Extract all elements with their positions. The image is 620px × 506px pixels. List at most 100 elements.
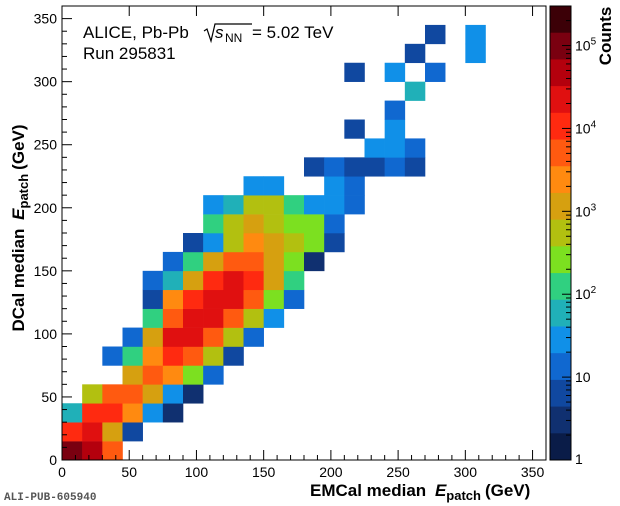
heatmap-bin <box>203 308 224 328</box>
x-tick-label: 300 <box>454 464 478 480</box>
y-axis-title: DCal median Epatch(GeV) <box>9 124 31 331</box>
heatmap-bin <box>62 403 83 423</box>
heatmap-bin <box>122 403 143 423</box>
y-tick-label: 300 <box>34 74 58 90</box>
x-tick-label: 200 <box>319 464 343 480</box>
heatmap-bin <box>243 270 264 291</box>
heatmap-bin <box>62 441 83 461</box>
heatmap-bin <box>283 214 305 234</box>
heatmap-bin <box>223 214 244 234</box>
heatmap-bin <box>82 403 103 423</box>
heatmap-bin <box>162 251 184 272</box>
heatmap-bin <box>384 157 406 177</box>
color-scale-band <box>550 433 571 461</box>
heatmap-bin <box>263 233 285 253</box>
heatmap-bin <box>404 81 426 101</box>
heatmap-bin <box>223 327 244 347</box>
color-scale-band <box>550 59 571 87</box>
heatmap-bin <box>243 327 264 347</box>
y-tick-label: 100 <box>34 326 58 342</box>
color-scale-band <box>550 32 571 60</box>
heatmap-bin <box>304 251 325 272</box>
heatmap-bin <box>162 403 184 423</box>
heatmap-bin <box>82 384 103 404</box>
heatmap-bin <box>324 195 345 215</box>
heatmap-bin <box>102 422 123 442</box>
sqrt-icon <box>203 23 252 44</box>
heatmap-bin <box>243 308 264 328</box>
annotation-energy: s NN = 5.02 TeV <box>203 23 334 45</box>
heatmap-bin <box>344 119 365 139</box>
heatmap-bin <box>465 43 486 64</box>
heatmap-bin <box>425 62 446 82</box>
heatmap-bin <box>283 270 305 291</box>
heatmap-bin <box>162 365 184 385</box>
color-scale-band <box>550 219 571 247</box>
heatmap-bin <box>324 233 345 253</box>
color-scale-band <box>550 86 571 114</box>
heatmap-bin <box>304 214 325 234</box>
heatmap-bin <box>102 441 123 461</box>
color-scale-bar <box>549 5 572 461</box>
heatmap-bin <box>203 365 224 385</box>
heatmap-bin <box>102 403 123 423</box>
heatmap-bin <box>223 233 244 253</box>
heatmap-bin <box>384 138 406 158</box>
y-tick-label: 0 <box>49 452 57 468</box>
heatmap-bin <box>183 384 204 404</box>
color-scale-band <box>550 326 571 354</box>
heatmap-bin <box>183 270 204 291</box>
heatmap-bin <box>344 157 365 177</box>
heatmap-bin <box>183 365 204 385</box>
z-tick-label: 102 <box>575 285 597 302</box>
heatmap-bin <box>404 43 426 64</box>
heatmap-bin <box>203 233 224 253</box>
heatmap-bin <box>122 365 143 385</box>
heatmap-bin <box>183 289 204 309</box>
x-tick-label: 100 <box>185 464 209 480</box>
x-axis-title: EMCal median Epatch (GeV) <box>310 481 530 503</box>
heatmap-bin <box>283 195 305 215</box>
heatmap-bin <box>223 308 244 328</box>
color-scale-band <box>550 246 571 274</box>
heatmap-bin <box>162 308 184 328</box>
color-scale-band <box>550 139 571 167</box>
heatmap-bin <box>223 289 244 309</box>
heatmap-bin <box>344 176 365 196</box>
heatmap-bin <box>183 327 204 347</box>
heatmap-bin <box>223 346 244 366</box>
heatmap-bin <box>243 289 264 309</box>
heatmap-bin <box>384 119 406 139</box>
color-scale-band <box>550 353 571 381</box>
color-scale-band <box>550 406 571 434</box>
x-axis-ticks: 0 50 100 150 200 250 300 350 <box>58 6 544 480</box>
x-tick-label: 0 <box>58 464 66 480</box>
heatmap-bin <box>243 176 264 196</box>
color-scale-band <box>550 166 571 194</box>
heatmap-bin <box>142 270 164 291</box>
heatmap-bin <box>142 289 164 309</box>
heatmap-bin <box>364 138 385 158</box>
color-scale-ticks: 1 10 102 103 104 105 <box>562 5 597 467</box>
heatmap-bin <box>82 441 103 461</box>
heatmap-bin <box>243 233 264 253</box>
z-tick-label: 104 <box>575 119 597 136</box>
x-tick-label: 150 <box>252 464 276 480</box>
heatmap-bin <box>142 346 164 366</box>
heatmap-bin <box>304 233 325 253</box>
color-scale-band <box>550 192 571 221</box>
y-tick-label: 200 <box>34 200 58 216</box>
heatmap-bin <box>203 251 224 272</box>
annotation-run: Run 295831 <box>83 44 176 63</box>
energy-value: = 5.02 TeV <box>252 23 334 42</box>
y-tick-label: 50 <box>41 389 57 405</box>
heatmap-bin <box>122 384 143 404</box>
heatmap-bin <box>162 289 184 309</box>
heatmap-bin <box>62 422 83 442</box>
heatmap-bin <box>203 327 224 347</box>
heatmap-bin <box>304 195 325 215</box>
heatmap-bin <box>183 308 204 328</box>
heatmap-bin <box>263 270 285 291</box>
heatmap-bin <box>102 346 123 366</box>
y-tick-label: 150 <box>34 263 58 279</box>
